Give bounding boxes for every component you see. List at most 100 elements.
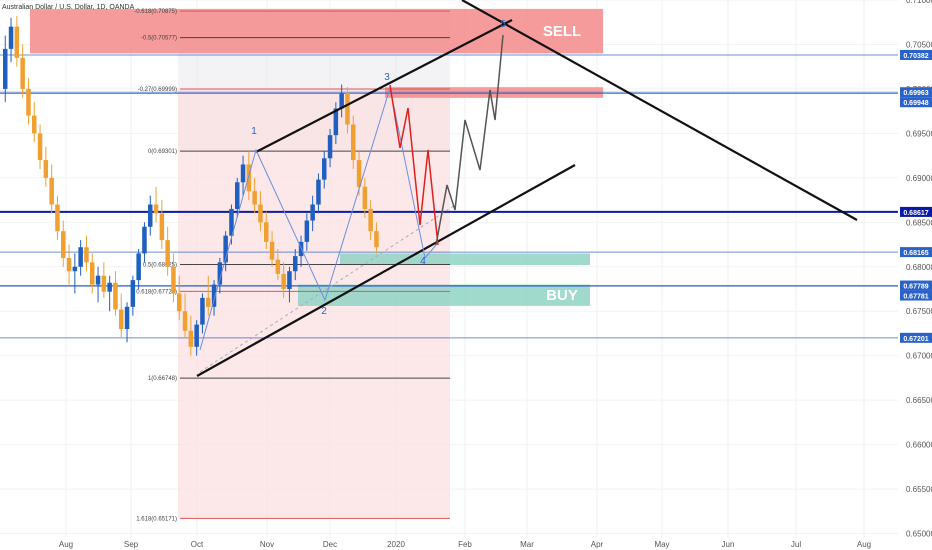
candle-body xyxy=(362,186,368,209)
candle-body xyxy=(264,222,269,242)
time-axis-panel xyxy=(0,538,932,550)
candle-body xyxy=(3,48,8,89)
candle-body xyxy=(61,231,66,258)
fib-level-label: -0.618(0.70875) xyxy=(134,9,177,15)
candle-body xyxy=(252,191,257,205)
candle-body xyxy=(142,226,147,254)
candle-body xyxy=(148,204,153,227)
candle-body xyxy=(281,273,286,290)
candle-body xyxy=(345,93,350,125)
candle-body xyxy=(171,266,176,294)
candle-body xyxy=(90,262,95,285)
candle-body xyxy=(188,330,194,347)
x-tick-label: Jul xyxy=(791,540,801,549)
price-badge-label: 0.67789 xyxy=(903,284,928,291)
price-badge-label: 0.68165 xyxy=(903,250,928,257)
candle-body xyxy=(206,297,211,307)
x-tick-label: 2020 xyxy=(387,540,405,549)
candle-body xyxy=(246,164,252,192)
candle-body xyxy=(258,204,263,223)
x-tick-label: Aug xyxy=(59,540,73,549)
channel-upper-line xyxy=(255,19,513,153)
candle-body xyxy=(153,204,159,214)
candle-body xyxy=(37,133,43,161)
candle-body xyxy=(304,220,310,242)
candle-body xyxy=(316,179,321,205)
candle-body xyxy=(211,284,217,307)
candle-body xyxy=(339,93,344,109)
wave-label: 4 xyxy=(420,256,426,267)
candle-body xyxy=(66,257,72,272)
x-tick-label: Oct xyxy=(191,540,204,549)
zone-label: BUY xyxy=(546,287,578,304)
candle-body xyxy=(351,124,356,161)
x-tick-label: Apr xyxy=(591,540,604,549)
x-tick-label: Dec xyxy=(323,540,337,549)
descending-trend-line xyxy=(461,0,858,221)
candle-body xyxy=(177,293,182,312)
candle-body xyxy=(356,160,362,187)
candle-body xyxy=(217,262,223,285)
candle-body xyxy=(333,108,339,136)
wave-label: 3 xyxy=(384,72,390,83)
candle-body xyxy=(159,213,165,241)
fib-level-label: -0.5(0.70577) xyxy=(141,36,177,42)
fib-level-label: 1(0.66748) xyxy=(148,376,177,382)
candle-body xyxy=(275,259,281,274)
red-projection-path xyxy=(389,84,439,246)
fib-level-label: 0(0.69301) xyxy=(148,149,177,155)
price-badge xyxy=(900,290,932,301)
candle-body xyxy=(165,240,170,267)
candle-body xyxy=(107,282,112,292)
price-axis-panel xyxy=(898,0,932,550)
candle-body xyxy=(200,297,205,325)
zone-box xyxy=(298,284,590,306)
candle-body xyxy=(287,271,292,290)
annotations: SELL BUY 1 2 3 4 5 xyxy=(251,19,581,317)
candle-body xyxy=(182,311,188,331)
candle-body xyxy=(310,204,315,221)
candle-body xyxy=(368,208,373,232)
fib-level-label: 0.618(0.67723) xyxy=(136,289,177,295)
fib-level-label: -0.27(0.69999) xyxy=(138,87,177,93)
candle-body xyxy=(95,275,101,285)
x-tick-label: Mar xyxy=(520,540,534,549)
fib-level-label: 1.618(0.65171) xyxy=(136,516,177,522)
wave-label: 5 xyxy=(500,19,506,30)
candle-body xyxy=(72,266,78,272)
candle-body xyxy=(20,57,25,89)
candle-body xyxy=(55,204,60,232)
candle-body xyxy=(124,306,130,330)
candle-body xyxy=(374,231,379,248)
dashed-projection-line xyxy=(199,204,456,373)
x-tick-label: May xyxy=(654,540,669,549)
price-badge xyxy=(900,332,932,343)
price-badge-label: 0.69948 xyxy=(903,100,928,107)
x-tick-label: Sep xyxy=(124,540,139,549)
candle-body xyxy=(32,115,37,134)
price-badge xyxy=(900,247,932,258)
candle-body xyxy=(322,158,327,180)
price-badge-label: 0.67781 xyxy=(903,294,928,301)
price-badge xyxy=(900,49,932,60)
grey-projection-path xyxy=(435,34,504,246)
zone-box xyxy=(340,253,590,265)
zone-label: SELL xyxy=(543,23,581,40)
candle-body xyxy=(293,256,298,272)
candle-body xyxy=(78,247,83,267)
price-badge xyxy=(900,87,932,98)
candle-body xyxy=(119,309,124,330)
candle-body xyxy=(223,235,228,263)
candle-body xyxy=(101,275,107,292)
candle-body xyxy=(84,247,89,263)
price-badge-label: 0.67201 xyxy=(903,336,928,343)
price-badge-label: 0.70382 xyxy=(903,53,928,60)
fib-levels: -0.618(0.70875) -0.5(0.70577) -0.27(0.6999… xyxy=(0,9,898,522)
x-tick-label: Nov xyxy=(260,540,274,549)
